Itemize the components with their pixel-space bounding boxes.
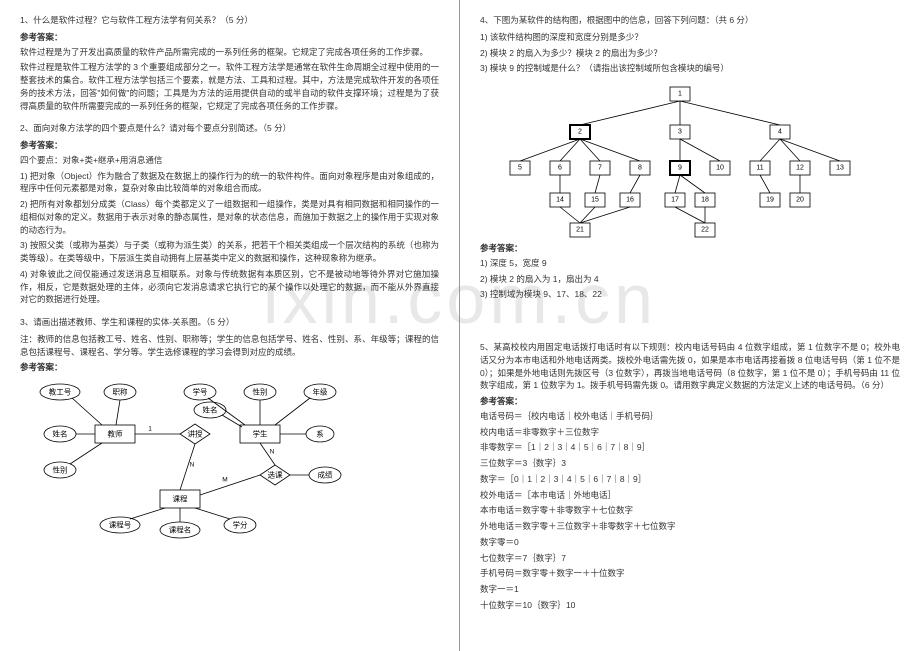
q5-line: 十位数字＝10｛数字｝10 <box>480 599 900 612</box>
svg-text:19: 19 <box>766 197 774 204</box>
svg-text:N: N <box>270 449 275 456</box>
svg-text:22: 22 <box>701 227 709 234</box>
q4-sub1: 1) 该软件结构图的深度和宽度分别是多少？ <box>480 31 900 44</box>
svg-text:17: 17 <box>671 197 679 204</box>
svg-text:15: 15 <box>591 197 599 204</box>
svg-text:20: 20 <box>796 197 804 204</box>
svg-text:性别: 性别 <box>253 387 268 397</box>
svg-text:学分: 学分 <box>233 520 248 530</box>
q2-ans-label: 参考答案： <box>20 139 439 152</box>
q5-title: 5、某高校校内用固定电话拨打电话时有以下规则：校内电话号码由 4 位数字组成，第… <box>480 341 900 392</box>
svg-text:学生: 学生 <box>253 429 268 439</box>
q2-p1: 1) 把对象（Object）作为融合了数据及在数据上的操作行为的统一的软件构件。… <box>20 170 439 196</box>
q4-title: 4、下图为某软件的结构图，根据图中的信息，回答下列问题：（共 6 分） <box>480 14 900 27</box>
svg-text:14: 14 <box>556 197 564 204</box>
q4-ans-label: 参考答案： <box>480 242 900 255</box>
q4-sub2: 2) 模块 2 的扇入为多少？模块 2 的扇出为多少？ <box>480 47 900 60</box>
svg-text:姓名: 姓名 <box>203 405 218 415</box>
svg-text:教师: 教师 <box>108 429 123 439</box>
q5-line: 手机号码＝数字零＋数字一＋十位数字 <box>480 567 900 580</box>
svg-text:21: 21 <box>576 227 584 234</box>
svg-text:姓名: 姓名 <box>53 429 68 439</box>
svg-text:1: 1 <box>148 426 152 433</box>
q5-line: 数字零＝0 <box>480 536 900 549</box>
q5-line: 外地电话＝数字零＋三位数字＋非零数字＋七位数字 <box>480 520 900 533</box>
svg-text:1: 1 <box>678 91 682 98</box>
svg-text:13: 13 <box>836 165 844 172</box>
q5-lines: 电话号码＝｛校内电话｜校外电话｜手机号码｝ 校内电话＝非零数字＋三位数字非零数字＝… <box>480 410 900 612</box>
tree-diagram: 1 2 3 4 <box>480 83 900 238</box>
svg-text:学号: 学号 <box>193 387 208 397</box>
q2-p2: 2) 把所有对象都划分成类（Class）每个类都定义了一组数据和一组操作，类是对… <box>20 198 439 236</box>
q5-line: 校内电话＝非零数字＋三位数字 <box>480 426 900 439</box>
svg-text:7: 7 <box>598 165 602 172</box>
q5-line: 三位数字＝3｛数字｝3 <box>480 457 900 470</box>
q4-sub3: 3) 模块 9 的控制域是什么？（请指出该控制域所包含模块的编号） <box>480 62 900 75</box>
svg-text:6: 6 <box>558 165 562 172</box>
q3-title: 3、请画出描述教师、学生和课程的实体-关系图。（5 分） <box>20 316 439 329</box>
right-column: 4、下图为某软件的结构图，根据图中的信息，回答下列问题：（共 6 分） 1) 该… <box>460 0 920 651</box>
svg-text:成绩: 成绩 <box>318 470 333 480</box>
svg-text:8: 8 <box>638 165 642 172</box>
q2-p4: 4) 对象彼此之间仅能通过发送消息互相联系。对象与传统数据有本质区别，它不是被动… <box>20 268 439 306</box>
svg-text:3: 3 <box>678 129 682 136</box>
q2-title: 2、面向对象方法学的四个要点是什么？请对每个要点分别简述。（5 分） <box>20 122 439 135</box>
q5-line: 数字一＝1 <box>480 583 900 596</box>
q1-p1: 软件过程是为了开发出高质量的软件产品所需完成的一系列任务的框架。它规定了完成各项… <box>20 46 439 59</box>
svg-text:18: 18 <box>701 197 709 204</box>
svg-text:课程名: 课程名 <box>169 525 192 535</box>
q5-line: 校外电话＝［本市电话｜外地电话］ <box>480 489 900 502</box>
question-5: 5、某高校校内用固定电话拨打电话时有以下规则：校内电话号码由 4 位数字组成，第… <box>480 341 900 612</box>
svg-text:年级: 年级 <box>313 387 328 397</box>
svg-text:性别: 性别 <box>53 465 68 475</box>
q4-a2: 2) 模块 2 的扇入为 1，扇出为 4 <box>480 273 900 286</box>
q2-p0: 四个要点：对象+类+继承+用消息通信 <box>20 154 439 167</box>
question-4: 4、下图为某软件的结构图，根据图中的信息，回答下列问题：（共 6 分） 1) 该… <box>480 14 900 301</box>
q5-line: 数字＝［0｜1｜2｜3｜4｜5｜6｜7｜8｜9］ <box>480 473 900 486</box>
q1-p2: 软件过程是软件工程方法学的 3 个重要组成部分之一。软件工程方法学是通常在软件生… <box>20 61 439 112</box>
q4-a1: 1) 深度 5，宽度 9 <box>480 257 900 270</box>
svg-text:N: N <box>190 462 195 469</box>
svg-text:M: M <box>222 477 227 484</box>
svg-text:9: 9 <box>678 165 682 172</box>
question-3: 3、请画出描述教师、学生和课程的实体-关系图。（5 分） 注：教师的信息包括教工… <box>20 316 439 545</box>
svg-text:课程: 课程 <box>173 495 188 504</box>
svg-text:10: 10 <box>716 165 724 172</box>
q2-p3: 3) 按照父类（或称为基类）与子类（或称为派生类）的关系，把若干个相关类组成一个… <box>20 239 439 265</box>
q3-ans-label: 参考答案： <box>20 361 439 374</box>
q5-ans-label: 参考答案： <box>480 395 900 408</box>
er-svg: 教师 教工号 职称 姓名 性别 学生 学号 性别 年级 <box>30 380 370 545</box>
svg-text:5: 5 <box>518 165 522 172</box>
svg-text:16: 16 <box>626 197 634 204</box>
q5-line: 电话号码＝｛校内电话｜校外电话｜手机号码｝ <box>480 410 900 423</box>
q4-a3: 3) 控制域为模块 9、17、18、22 <box>480 288 900 301</box>
q5-line: 本市电话＝数字零＋非零数字＋七位数字 <box>480 504 900 517</box>
svg-text:选课: 选课 <box>268 470 283 480</box>
svg-text:职称: 职称 <box>113 387 128 397</box>
q1-ans-label: 参考答案： <box>20 31 439 44</box>
svg-text:4: 4 <box>778 129 782 136</box>
svg-text:11: 11 <box>756 165 763 172</box>
er-diagram: 教师 教工号 职称 姓名 性别 学生 学号 性别 年级 <box>30 380 439 545</box>
question-1: 1、什么是软件过程？它与软件工程方法学有何关系？（5 分） 参考答案： 软件过程… <box>20 14 439 112</box>
svg-text:12: 12 <box>796 165 804 172</box>
svg-text:课程号: 课程号 <box>109 521 132 530</box>
svg-text:系: 系 <box>316 429 324 439</box>
svg-text:2: 2 <box>578 129 582 136</box>
q5-line: 七位数字＝7｛数字｝7 <box>480 552 900 565</box>
left-column: 1、什么是软件过程？它与软件工程方法学有何关系？（5 分） 参考答案： 软件过程… <box>0 0 460 651</box>
q3-desc: 注：教师的信息包括教工号、姓名、性别、职称等；学生的信息包括学号、姓名、性别、系… <box>20 333 439 359</box>
svg-text:讲授: 讲授 <box>188 429 203 439</box>
page-container: 1、什么是软件过程？它与软件工程方法学有何关系？（5 分） 参考答案： 软件过程… <box>0 0 920 651</box>
question-2: 2、面向对象方法学的四个要点是什么？请对每个要点分别简述。（5 分） 参考答案：… <box>20 122 439 306</box>
tree-svg: 1 2 3 4 <box>480 83 880 238</box>
q5-line: 非零数字＝［1｜2｜3｜4｜5｜6｜7｜8｜9］ <box>480 441 900 454</box>
q1-title: 1、什么是软件过程？它与软件工程方法学有何关系？（5 分） <box>20 14 439 27</box>
svg-text:教工号: 教工号 <box>49 387 72 397</box>
